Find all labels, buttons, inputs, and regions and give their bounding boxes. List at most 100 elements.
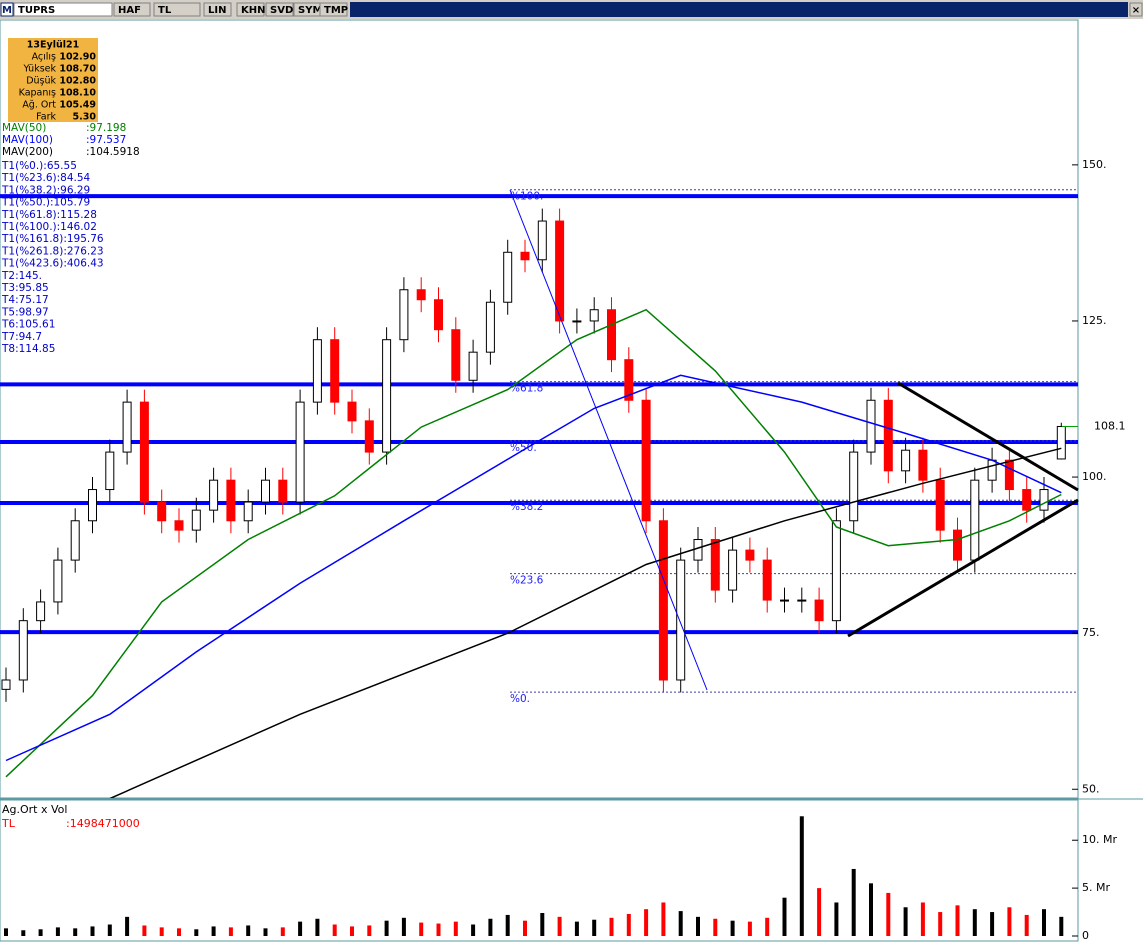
legend-name: MAV(50) [2,122,46,134]
volume-bar [21,930,26,936]
info-value: 5.30 [73,112,97,123]
candle-body [36,601,46,622]
info-box [8,38,98,122]
fib-label: %100. [510,191,543,203]
candle-body [261,479,270,503]
candle-body [935,479,945,531]
info-value: 102.80 [59,76,96,87]
indicator-text: T1(%61.8):115.28 [1,209,97,221]
toolbar-button[interactable] [153,2,201,17]
volume-bar [990,912,995,936]
y-tick-label: 100. [1082,470,1107,483]
volume-bar [938,912,943,936]
candle-body [987,459,997,481]
volume-bar [332,924,337,936]
fib-label: %50. [510,442,537,454]
indicator-text: T1(%261.8):276.23 [1,245,104,257]
info-label: Düşük [26,76,56,87]
toolbar-button[interactable] [203,2,232,17]
candle-body [710,538,720,591]
volume-tick-label: 10. Mr [1082,833,1117,846]
volume-bar [246,925,251,936]
candle-body [382,339,392,453]
candle-body [157,501,167,522]
candle-body [728,549,738,591]
candle-body [797,599,807,602]
volume-bar [471,924,476,936]
indicator-text: T1(%423.6):406.43 [1,258,104,270]
toolbar-button[interactable] [319,2,348,17]
moving-average [109,447,1062,798]
indicator-text: T5:98.97 [1,306,49,318]
toolbar-button-label: SYM [298,5,322,16]
close-button[interactable] [1129,2,1143,17]
volume-bar [834,902,839,936]
candle-body [831,520,841,622]
candle-body [1056,425,1066,460]
volume-bar [747,921,752,936]
symbol-field[interactable] [13,2,113,17]
volume-legend-name: TL [1,817,16,830]
candle-body [607,309,616,361]
candle-body [53,559,63,603]
price-panel [0,19,1079,799]
toolbar-buttons: HAF TL LIN KHN SVD SYM TMP [113,2,348,17]
toolbar-button[interactable] [236,2,265,17]
candle-body [191,509,201,531]
trendline [897,381,1079,492]
candle-body [676,559,686,681]
fib-anchor-line [509,189,708,691]
candle-body [693,538,703,561]
toolbar-button-label: LIN [208,5,226,16]
moving-average [5,308,1062,778]
indicator-text: T1(%38.2):96.29 [1,184,90,196]
volume-bar [920,902,925,936]
price-plot: %100. %61.8 %50. %38.2 %23.6 %0. [0,189,1078,798]
candle-body [1,679,11,690]
volume-bar [4,928,8,936]
candle-body [122,401,132,453]
axes: 150. 125. 100. 75. 50. 108.1 0 5. Mr 10. Mr [1062,158,1126,942]
toolbar-button[interactable] [113,2,151,17]
legend-name: MAV(200) [2,146,53,158]
candle-body [209,479,219,511]
volume-bar [1042,909,1046,936]
toolbar-button-label: HAF [118,5,141,16]
y-tick-label: 150. [1082,158,1107,171]
candle-body [918,449,928,481]
toolbar-button-label: SVD [270,5,293,16]
toolbar-button[interactable] [265,2,294,17]
volume-bar [592,919,597,936]
volume-bar [298,921,303,936]
indicator-text: T3:95.85 [1,282,49,294]
candle-body [18,620,28,681]
volume-bar [350,926,354,936]
indicator-text: T1(%0.):65.55 [1,160,77,172]
volume-bar [505,914,510,936]
candle-body [451,329,461,381]
candle-body [814,599,824,622]
volume-bar [782,897,787,936]
indicator-text: T8:114.85 [1,343,55,355]
volume-bar [644,909,649,936]
volume-bar [488,918,493,936]
candle-body [416,289,426,301]
volume-bar [263,928,268,936]
candle-body [970,479,980,561]
volume-panel [0,799,1079,942]
info-label: Ağ. Ort [22,100,56,111]
indicator-text: T1(%23.6):84.54 [1,172,91,184]
y-tick-label: 125. [1082,314,1107,327]
candle-body [780,599,789,602]
symbol: TUPRS [18,5,55,16]
candle-body [745,549,755,561]
candle-body [312,339,322,403]
volume-bar [1024,914,1029,936]
volume-bar [903,907,908,936]
candle-body [849,451,859,522]
candle-body [295,401,305,503]
info-value: 102.90 [59,52,96,63]
volume-bar [73,928,78,936]
title-bar [350,2,1128,17]
candle-body [174,520,184,531]
